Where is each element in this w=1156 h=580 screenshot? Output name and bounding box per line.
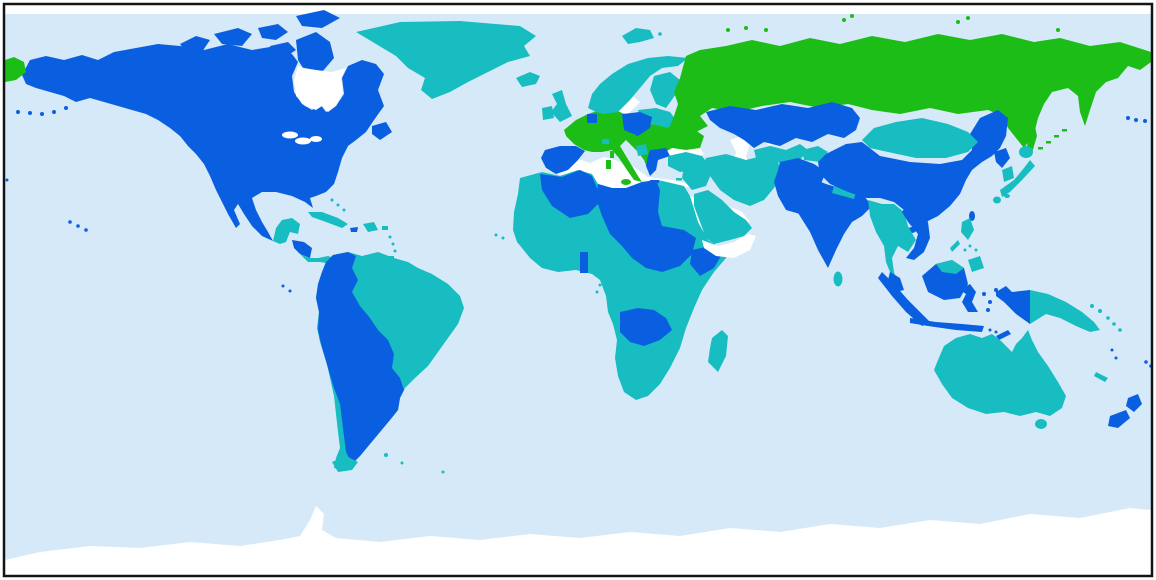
region-yucatan-guatemala: [273, 218, 300, 244]
region-sri-lanka: [833, 271, 843, 287]
region-great-lakes: [282, 131, 322, 145]
region-tasmania: [1035, 419, 1047, 429]
region-solomons: [1090, 304, 1122, 332]
region-india: [784, 176, 872, 268]
region-north-korea: [994, 148, 1010, 168]
region-mainland-se-asia: [868, 200, 916, 284]
region-russia: [670, 34, 1151, 148]
region-andean-south-america: [316, 252, 404, 464]
region-yemen-oman: [702, 234, 756, 258]
region-papua-new-guinea: [1030, 290, 1100, 332]
region-scandinavia: [588, 56, 688, 114]
region-benin: [580, 252, 588, 273]
region-finland: [650, 72, 680, 108]
region-chukotka-wrap: [5, 57, 26, 82]
region-timor: [996, 330, 1011, 340]
region-iran: [703, 154, 782, 206]
region-baltics-belarus: [638, 108, 676, 128]
map-layers: [5, 5, 1151, 575]
region-new-caledonia: [1094, 372, 1108, 382]
region-jamaica: [350, 227, 358, 232]
region-madagascar: [708, 330, 728, 372]
region-cyprus: [676, 178, 682, 181]
region-greenland: [356, 21, 536, 99]
region-tierra-del-fuego: [332, 456, 358, 472]
region-honduras-nicaragua: [292, 240, 312, 258]
region-sulawesi: [960, 284, 978, 312]
region-borneo-malaysia: [936, 260, 964, 274]
region-china: [818, 110, 1008, 222]
region-vanuatu: [1110, 348, 1118, 360]
region-saudi-arabia: [694, 190, 752, 244]
region-aleutian-islands: [5, 106, 1147, 182]
region-mongolia: [862, 118, 978, 158]
region-nepal: [832, 186, 856, 199]
region-italian-islands: [606, 151, 631, 185]
region-sumatra: [878, 272, 930, 326]
region-cape-verde: [494, 233, 505, 240]
region-palawan: [950, 240, 960, 252]
region-guinea-islands: [595, 283, 602, 294]
region-south-korea: [1002, 166, 1014, 182]
region-hawaii: [68, 220, 88, 232]
region-antarctica: [5, 506, 1151, 575]
region-vietnam: [902, 206, 930, 260]
region-malay-peninsula: [888, 272, 904, 292]
region-java: [910, 318, 998, 334]
region-indonesian-papua: [996, 286, 1030, 324]
region-western-central-europe: [564, 104, 704, 182]
region-benelux: [587, 114, 597, 123]
region-puerto-rico: [382, 226, 388, 230]
region-united-kingdom: [551, 90, 572, 122]
region-iberia: [541, 146, 585, 174]
region-russia-arctic-islands: [726, 14, 1060, 32]
region-svalbard: [622, 28, 662, 44]
region-kazakhstan: [706, 102, 860, 148]
region-kyrgyz-tajik: [802, 146, 828, 162]
region-novaya-zemlya: [744, 44, 768, 68]
region-iceland: [516, 72, 540, 87]
region-galapagos: [281, 284, 292, 293]
region-north-america: [22, 44, 384, 241]
region-serbia: [636, 144, 648, 156]
region-taiwan: [969, 211, 975, 221]
region-new-zealand: [1108, 394, 1142, 428]
region-kuril-islands: [1038, 129, 1067, 150]
region-syria-iraq: [682, 162, 712, 190]
region-angola-zambia: [620, 308, 672, 346]
region-hispaniola: [363, 222, 378, 232]
region-africa: [513, 170, 736, 400]
region-canada-arctic-islands: [180, 10, 340, 92]
region-cuba: [308, 212, 348, 228]
region-bahamas: [330, 198, 346, 212]
region-australia: [934, 330, 1066, 416]
region-poland-czechia: [622, 112, 652, 136]
region-crete: [650, 180, 659, 183]
region-costa-rica-panama: [300, 254, 334, 264]
region-algeria: [540, 170, 600, 218]
region-libya-chad-sudan: [596, 180, 696, 272]
region-greece-bulgaria: [646, 148, 670, 176]
region-falkland-sgeorgia: [384, 453, 445, 474]
region-arctic-strip: [5, 5, 1151, 14]
region-moluccas: [982, 288, 998, 312]
region-newfoundland: [372, 122, 392, 140]
region-philippines: [961, 218, 984, 272]
region-japan: [993, 146, 1035, 204]
region-switzerland: [602, 139, 609, 144]
region-hudson-bay: [294, 66, 346, 112]
region-fiji: [1144, 360, 1151, 368]
region-ireland: [542, 106, 554, 120]
